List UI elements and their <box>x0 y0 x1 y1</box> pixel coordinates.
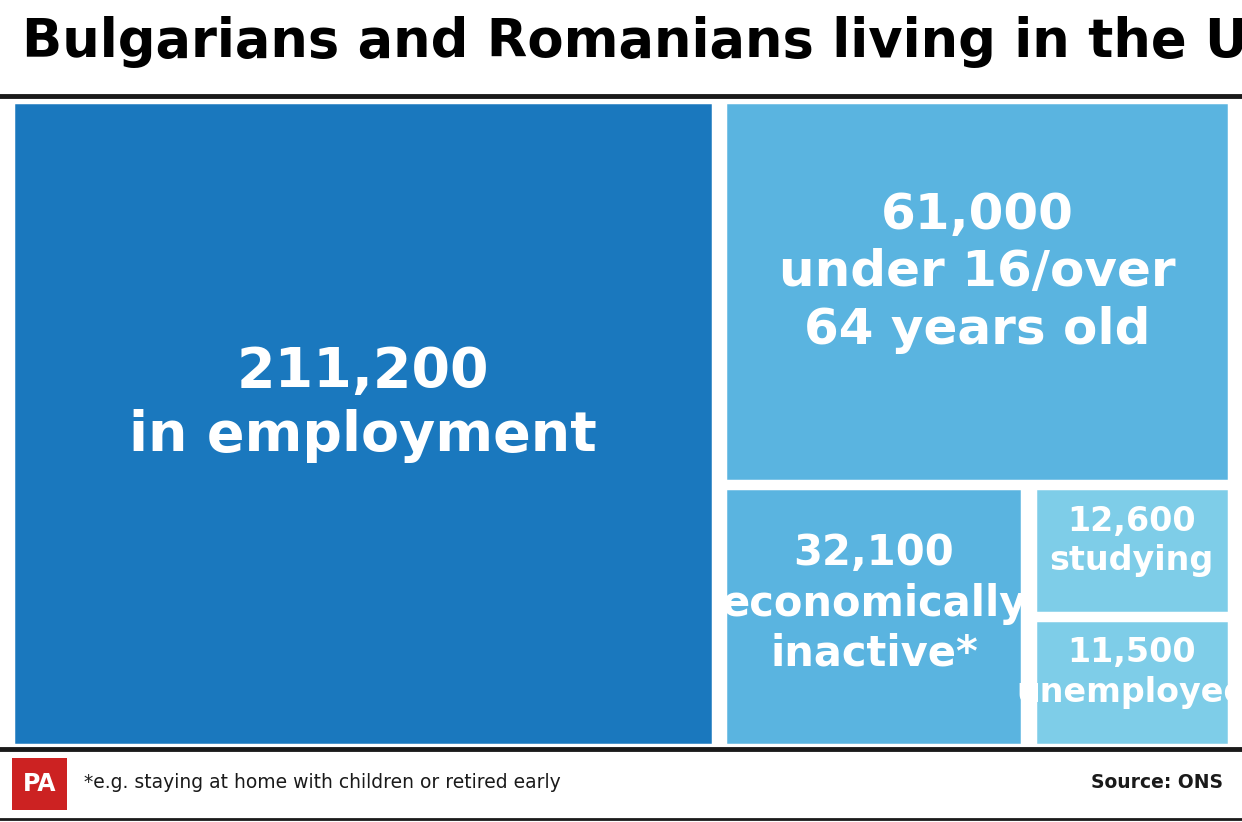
Text: 12,600
studying: 12,600 studying <box>1049 505 1213 577</box>
Text: Source: ONS: Source: ONS <box>1092 774 1223 792</box>
Text: Bulgarians and Romanians living in the UK: Bulgarians and Romanians living in the U… <box>22 16 1242 68</box>
Text: 211,200
in employment: 211,200 in employment <box>129 344 597 464</box>
Bar <box>12 759 67 810</box>
Text: 61,000
under 16/over
64 years old: 61,000 under 16/over 64 years old <box>779 191 1176 353</box>
Bar <box>1035 488 1230 613</box>
Bar <box>725 488 1022 745</box>
Text: PA: PA <box>24 772 56 797</box>
Text: *e.g. staying at home with children or retired early: *e.g. staying at home with children or r… <box>84 774 561 792</box>
Bar <box>1035 620 1230 745</box>
Text: 11,500
unemployed: 11,500 unemployed <box>1016 636 1242 709</box>
Text: 32,100
economically
inactive*: 32,100 economically inactive* <box>722 533 1027 675</box>
Bar <box>12 102 713 745</box>
Bar <box>725 102 1230 481</box>
